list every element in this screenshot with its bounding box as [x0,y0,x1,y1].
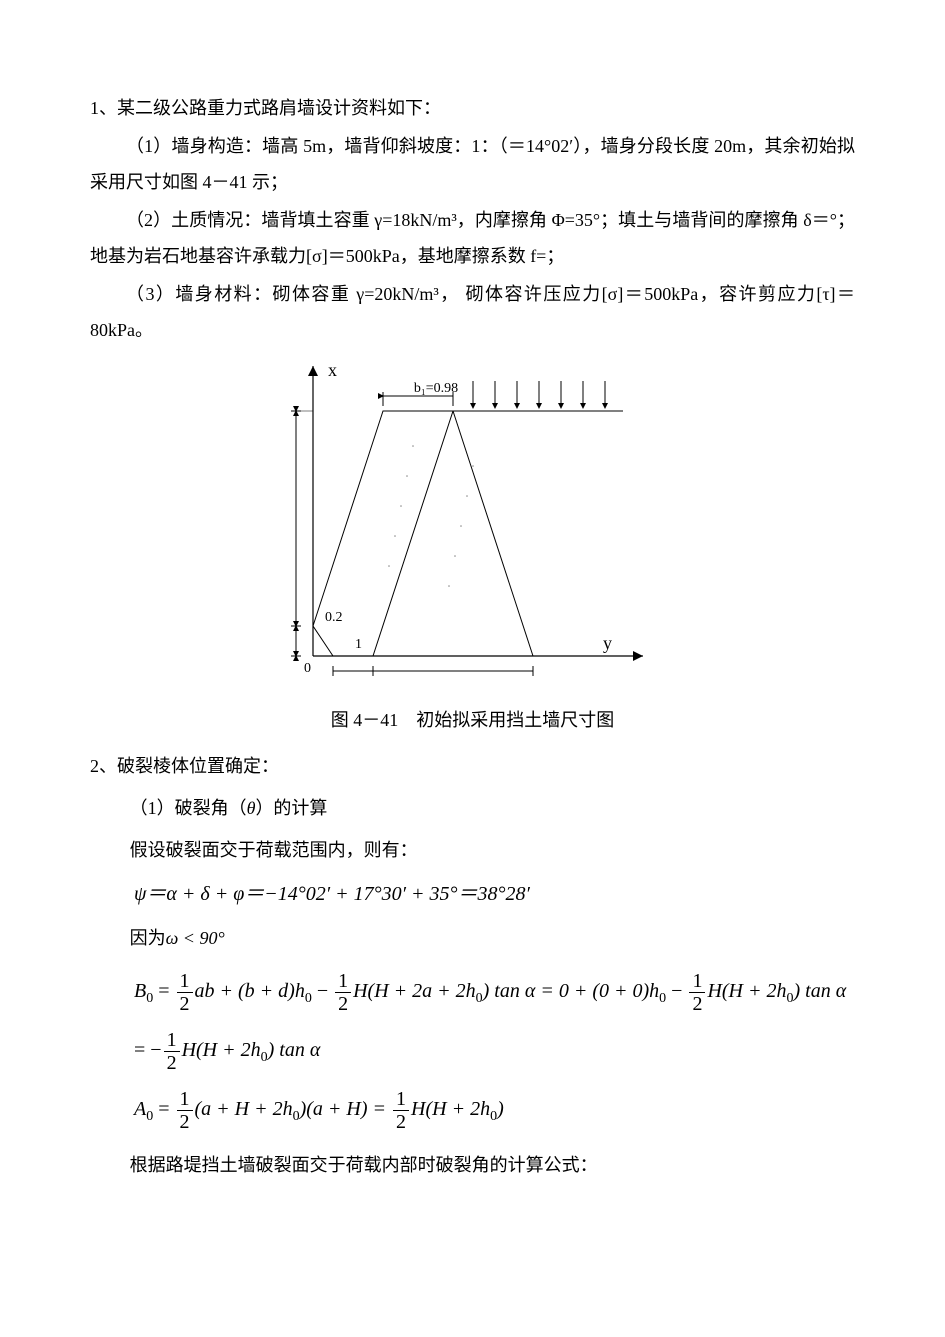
section-1-item-1: （1）墙身构造：墙高 5m，墙背仰斜坡度：1：（＝14°02′），墙身分段长度 … [90,128,855,200]
math-text: − [312,980,333,1002]
svg-text:b₁=0.98: b₁=0.98 [413,381,457,396]
math-text: ψ＝α + δ + φ＝−14°02′ + 17°30′ + 35°＝38°28… [134,883,530,905]
math-text: ) tan α [268,1039,321,1061]
subscript-zero: 0 [305,991,312,1006]
fraction-den: 2 [393,1111,409,1133]
math-text: (a + H + 2h [195,1098,293,1120]
svg-text:y: y [603,633,612,653]
fraction-den: 2 [164,1052,180,1074]
figure-svg: b₁=0.98 x y 0 0.2 1 [273,356,673,686]
fraction-den: 2 [689,993,705,1015]
math-text: − [666,980,687,1002]
section-2-last-line: 根据路堤挡土墙破裂面交于荷载内部时破裂角的计算公式： [130,1147,855,1183]
fraction: 12 [164,1029,180,1074]
math-text: )(a + H) = [300,1098,391,1120]
text-fragment: （1）破裂角（ [130,798,247,818]
section-2-because: 因为ω < 90° [130,920,855,956]
fraction-num: 1 [393,1088,409,1111]
math-text: H(H + 2h [707,980,786,1002]
svg-text:x: x [328,360,337,380]
math-text: H(H + 2h [182,1039,261,1061]
equation-b0-line1: B0 = 12ab + (b + d)h0 − 12H(H + 2a + 2h0… [134,970,855,1015]
fraction: 12 [393,1088,409,1133]
math-text: = − [134,1039,162,1061]
math-text: H(H + 2h [411,1098,490,1120]
svg-text:1: 1 [355,637,362,652]
section-1-item-3: （3）墙身材料：砌体容重 γ=20kN/m³， 砌体容许压应力[σ]＝500kP… [90,276,855,348]
math-text: ) tan α = 0 + (0 + 0)h [483,980,660,1002]
section-1-item-2: （2）土质情况：墙背填土容重 γ=18kN/m³，内摩擦角 Φ=35°；填土与墙… [90,202,855,274]
equation-a0: A0 = 12(a + H + 2h0)(a + H) = 12H(H + 2h… [134,1088,855,1133]
section-2-title: 2、破裂棱体位置确定： [90,748,855,784]
fraction: 12 [177,970,193,1015]
fraction-den: 2 [335,993,351,1015]
document-page: 1、某二级公路重力式路肩墙设计资料如下： （1）墙身构造：墙高 5m，墙背仰斜坡… [0,0,945,1337]
math-text: ) [497,1098,504,1120]
math-text: = [153,1098,174,1120]
section-2-line-2: 假设破裂面交于荷载范围内，则有： [130,832,855,868]
fraction-num: 1 [335,970,351,993]
fraction-num: 1 [164,1029,180,1052]
math-text: ) tan α [794,980,847,1002]
fraction: 12 [177,1088,193,1133]
fraction-den: 2 [177,993,193,1015]
math-text: H(H + 2a + 2h [353,980,476,1002]
subscript-zero: 0 [261,1050,268,1065]
section-2-line-1: （1）破裂角（θ）的计算 [130,790,855,826]
math-text: ω < 90° [166,928,225,948]
fraction-num: 1 [177,1088,193,1111]
section-1-title: 1、某二级公路重力式路肩墙设计资料如下： [90,90,855,126]
figure-4-41: b₁=0.98 x y 0 0.2 1 [90,356,855,698]
math-text: B [134,980,146,1002]
fraction: 12 [335,970,351,1015]
fraction-num: 1 [689,970,705,993]
fraction: 12 [689,970,705,1015]
equation-psi: ψ＝α + δ + φ＝−14°02′ + 17°30′ + 35°＝38°28… [134,882,855,906]
text-fragment: ）的计算 [255,798,327,818]
svg-text:0.2: 0.2 [325,610,343,625]
math-text: A [134,1098,146,1120]
equation-b0-line2: = −12H(H + 2h0) tan α [134,1029,855,1074]
fraction-den: 2 [177,1111,193,1133]
subscript-zero: 0 [293,1109,300,1124]
fraction-num: 1 [177,970,193,993]
math-text: ab + (b + d)h [195,980,305,1002]
svg-text:0: 0 [304,661,311,676]
subscript-zero: 0 [787,991,794,1006]
subscript-zero: 0 [476,991,483,1006]
figure-caption: 图 4－41 初始拟采用挡土墙尺寸图 [90,702,855,738]
math-text: = [153,980,174,1002]
text-fragment: 因为 [130,928,166,948]
